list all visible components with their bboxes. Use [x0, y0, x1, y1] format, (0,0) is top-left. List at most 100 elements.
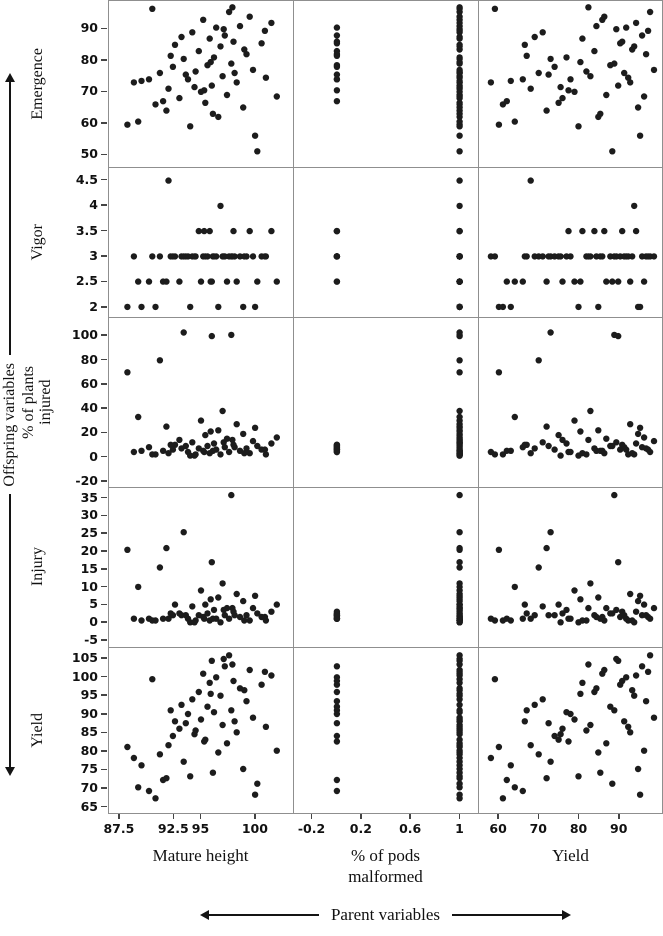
row-label-text-vigor: Vigor	[29, 224, 47, 260]
data-point	[176, 725, 183, 732]
data-point	[456, 592, 463, 599]
data-point	[585, 4, 592, 11]
data-point	[165, 615, 172, 622]
data-point	[456, 104, 463, 111]
data-point	[156, 564, 164, 571]
data-point	[254, 148, 261, 155]
data-point	[456, 747, 463, 754]
data-point	[646, 652, 654, 659]
data-point	[456, 604, 463, 612]
y-tick-mark	[101, 514, 107, 517]
data-point	[559, 725, 566, 732]
data-point	[491, 676, 499, 683]
y-tick-mark	[101, 639, 107, 641]
data-point	[585, 604, 592, 612]
data-point	[577, 690, 584, 697]
data-point	[213, 24, 220, 31]
x-tick-mark	[497, 814, 499, 819]
scatter-points-injured_pct-yield_parent	[487, 329, 658, 459]
data-point	[207, 428, 214, 435]
data-point	[571, 587, 578, 594]
offspring-variables-label: Offspring variables	[0, 362, 18, 487]
data-point	[543, 278, 550, 285]
y-tick-label: 70	[80, 780, 98, 796]
x-tick-label: 80	[569, 821, 588, 836]
data-point	[124, 743, 131, 751]
data-point	[623, 24, 630, 31]
data-point	[130, 448, 138, 456]
data-point	[603, 91, 610, 99]
y-tick-mark	[101, 383, 107, 385]
data-point	[621, 718, 628, 725]
data-point	[597, 447, 604, 454]
data-point	[644, 613, 652, 621]
data-point	[163, 544, 170, 552]
y-tick-label: 20	[80, 424, 98, 440]
data-point	[233, 590, 240, 598]
data-point	[254, 278, 261, 285]
y-tick-label: 80	[80, 742, 98, 758]
data-point	[333, 663, 341, 670]
data-point	[650, 437, 658, 445]
data-point	[601, 227, 608, 235]
y-tick-mark	[101, 431, 107, 434]
data-point	[333, 688, 341, 696]
data-point	[557, 253, 564, 260]
data-point	[629, 253, 636, 260]
cell-injured_pct-yield_parent	[478, 317, 663, 487]
data-point	[254, 780, 261, 787]
data-point	[456, 731, 463, 738]
data-point	[197, 417, 205, 424]
data-point	[229, 4, 236, 11]
data-point	[545, 720, 552, 727]
data-point	[152, 303, 159, 311]
cell-emergence-yield_parent	[478, 0, 663, 167]
data-point	[217, 451, 224, 458]
y-tick-label: 20	[80, 543, 98, 558]
x-tick-mark	[360, 814, 362, 819]
x-tick-label: 0.2	[349, 821, 372, 836]
data-point	[268, 19, 275, 27]
scatter-points-injury-mature_height	[124, 491, 280, 626]
data-point	[539, 253, 546, 260]
data-point	[273, 601, 280, 608]
data-point	[456, 754, 463, 762]
data-point	[219, 580, 226, 587]
data-point	[527, 85, 534, 92]
data-point	[178, 33, 185, 41]
col-label-line: malformed	[348, 867, 423, 887]
data-point	[456, 369, 463, 376]
data-point	[156, 253, 164, 260]
data-point	[621, 444, 628, 451]
data-point	[527, 177, 534, 184]
data-point	[240, 104, 247, 111]
data-point	[135, 118, 142, 125]
data-point	[217, 619, 224, 626]
data-point	[456, 740, 463, 747]
col-label-pods_malformed: % of pods malformed	[293, 840, 478, 894]
data-point	[217, 202, 224, 210]
data-point	[159, 98, 167, 105]
data-point	[159, 447, 167, 454]
y-tick-label: 60	[80, 375, 98, 391]
data-point	[583, 727, 590, 734]
data-point	[456, 784, 463, 791]
data-point	[202, 431, 209, 439]
data-point	[233, 421, 240, 428]
data-point	[230, 227, 237, 235]
data-point	[191, 452, 198, 459]
data-point	[210, 606, 218, 614]
data-point	[456, 177, 463, 184]
data-point	[595, 594, 602, 601]
data-point	[333, 32, 341, 39]
data-point	[225, 8, 233, 16]
data-point	[333, 448, 341, 456]
data-point	[521, 601, 528, 608]
data-point	[221, 32, 228, 39]
data-point	[231, 612, 238, 619]
data-point	[499, 795, 507, 802]
cell-yield_off-pods_malformed	[293, 647, 478, 814]
data-point	[456, 79, 463, 86]
data-point	[221, 444, 228, 451]
data-point	[209, 769, 217, 776]
